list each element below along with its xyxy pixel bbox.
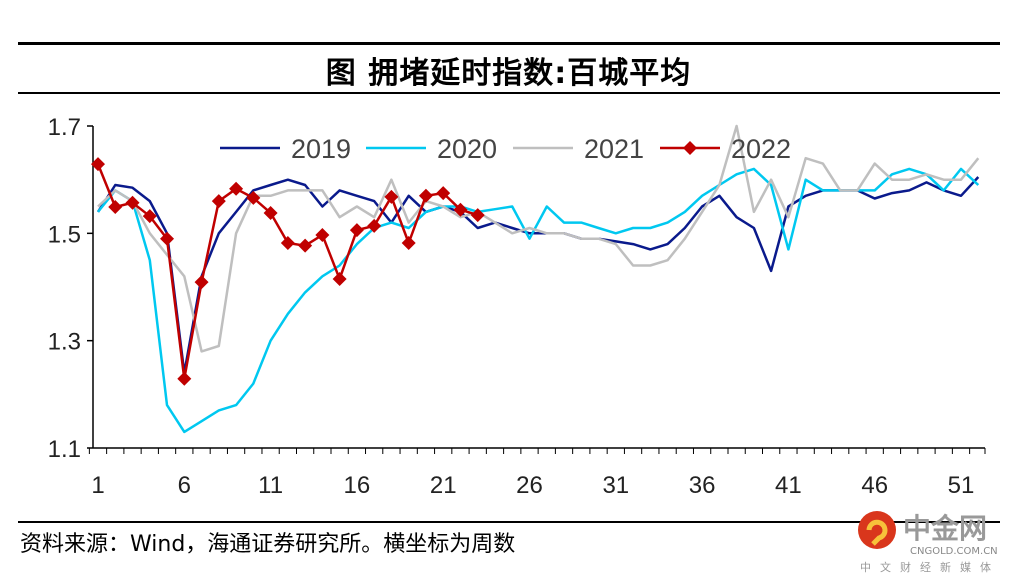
series-line-2021 <box>97 124 980 353</box>
chart-title: 图 拥堵延时指数:百城平均 <box>325 56 692 91</box>
data-point-2022 <box>332 271 347 286</box>
y-tick-label: 1.1 <box>48 436 81 463</box>
data-point-2022 <box>349 223 364 238</box>
legend-label-2021: 2021 <box>584 134 644 164</box>
data-point-2022 <box>194 275 209 290</box>
top-rule <box>18 42 1000 45</box>
legend-label-2022: 2022 <box>731 134 791 164</box>
x-tick-label: 41 <box>775 472 802 499</box>
source-note: 资料来源：Wind，海通证券研究所。横坐标为周数 <box>20 532 516 557</box>
data-point-2022 <box>315 227 330 242</box>
cngold-watermark-logo: 中金网 CNGOLD.COM.CN 中文财经新媒体 <box>858 511 1000 574</box>
data-point-2022 <box>418 188 433 203</box>
data-point-2022 <box>453 202 468 217</box>
data-point-2022 <box>436 186 451 201</box>
data-point-2022 <box>177 371 192 386</box>
x-tick-label: 21 <box>430 472 457 499</box>
x-tick-label: 6 <box>178 472 191 499</box>
watermark-tagline: 中文财经新媒体 <box>860 560 1000 574</box>
x-tick-label: 51 <box>948 472 975 499</box>
data-point-2022 <box>91 157 105 172</box>
data-point-2022 <box>384 189 399 204</box>
series-line-2020 <box>97 167 980 434</box>
bottom-rule <box>18 521 1000 523</box>
data-point-2022 <box>367 218 382 233</box>
data-point-2022 <box>142 209 157 224</box>
data-point-2022 <box>246 190 261 205</box>
legend-label-2019: 2019 <box>291 134 351 164</box>
x-tick-label: 1 <box>91 472 104 499</box>
data-point-2022 <box>160 231 175 246</box>
y-tick-label: 1.3 <box>48 329 81 356</box>
y-tick-label: 1.5 <box>48 221 81 248</box>
data-point-2022 <box>401 235 416 250</box>
x-tick-label: 36 <box>689 472 716 499</box>
data-point-2022 <box>229 181 244 196</box>
data-point-2022 <box>470 208 485 223</box>
watermark-name: 中金网 <box>903 512 987 545</box>
legend: 2019 2020 2021 2022 <box>220 134 791 164</box>
x-tick-label: 16 <box>344 472 371 499</box>
title-rule <box>18 92 1000 94</box>
x-tick-label: 31 <box>602 472 629 499</box>
data-point-2022 <box>263 205 278 220</box>
y-tick-label: 1.7 <box>48 114 81 141</box>
legend-label-2020: 2020 <box>437 134 497 164</box>
axes: 1.11.31.51.71 6 11 16 21 26 31 36 41 46 51 <box>48 114 986 499</box>
data-point-2022 <box>280 235 295 250</box>
watermark-url: CNGOLD.COM.CN <box>910 546 998 557</box>
data-point-2022 <box>108 200 123 215</box>
legend-marker-2022 <box>683 141 697 155</box>
series-lines <box>91 124 980 434</box>
x-tick-label: 26 <box>516 472 543 499</box>
data-point-2022 <box>211 194 226 209</box>
x-tick-label: 46 <box>861 472 888 499</box>
x-tick-label: 11 <box>258 472 283 499</box>
data-point-2022 <box>298 238 313 253</box>
data-point-2022 <box>125 195 140 210</box>
